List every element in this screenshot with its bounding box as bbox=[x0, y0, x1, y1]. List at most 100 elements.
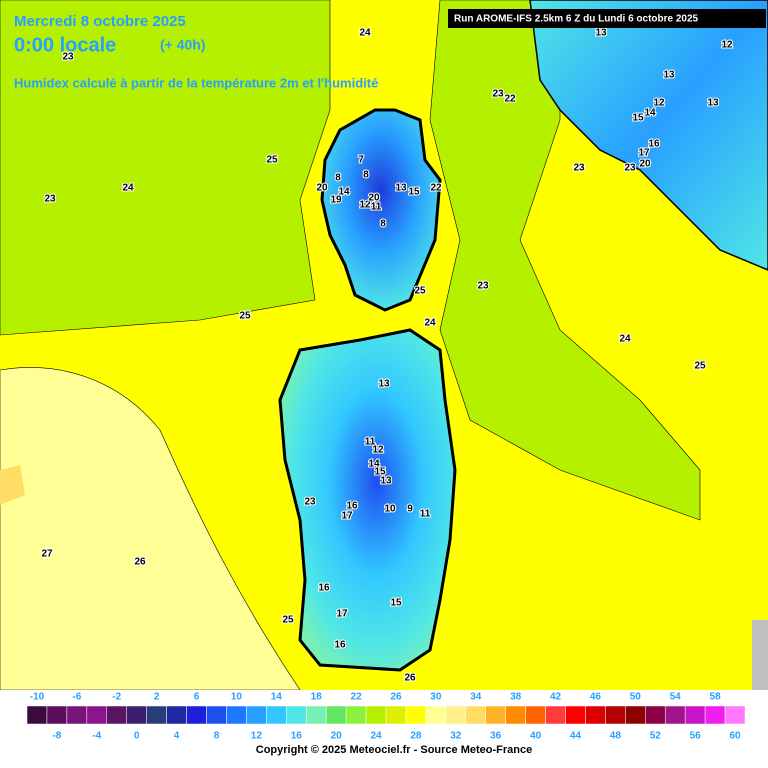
scale-label: -10 bbox=[30, 692, 45, 703]
contour-label: 24 bbox=[424, 318, 436, 329]
run-box bbox=[448, 9, 766, 28]
scale-swatch bbox=[66, 705, 88, 725]
scale-label: 60 bbox=[729, 731, 741, 742]
scale-label: 54 bbox=[670, 692, 682, 703]
contour-label: 11 bbox=[365, 437, 376, 448]
contour-label: 10 bbox=[384, 504, 396, 515]
contour-label: 23 bbox=[477, 281, 489, 292]
contour-label: 12 bbox=[653, 98, 665, 109]
scale-label: 36 bbox=[490, 731, 502, 742]
scale-label: 52 bbox=[650, 731, 662, 742]
contour-label: 25 bbox=[694, 361, 706, 372]
humid-zone bbox=[0, 0, 331, 336]
contour-label: 9 bbox=[407, 504, 413, 515]
contour-label: 16 bbox=[334, 640, 346, 651]
contour-label: 22 bbox=[504, 94, 516, 105]
contour-label: 25 bbox=[266, 155, 278, 166]
scale-label: 24 bbox=[370, 731, 382, 742]
scale-swatch bbox=[565, 705, 586, 725]
contour-label: 8 bbox=[335, 173, 341, 184]
contour-label: 13 bbox=[595, 28, 607, 39]
scale-label: 30 bbox=[430, 692, 442, 703]
contour-label: 17 bbox=[341, 511, 353, 522]
scale-swatch bbox=[106, 705, 127, 725]
scale-swatch bbox=[545, 705, 566, 725]
contour-label: 24 bbox=[122, 183, 134, 194]
contour-label: 15 bbox=[632, 113, 644, 124]
contour-label: 22 bbox=[430, 183, 442, 194]
contour-label: 12 bbox=[372, 445, 384, 456]
scale-swatch bbox=[86, 705, 108, 725]
scale-panel bbox=[0, 690, 768, 768]
time: 0:00 locale bbox=[14, 34, 116, 56]
contour-label: 17 bbox=[336, 609, 348, 620]
scale-swatch bbox=[226, 705, 247, 725]
contour-label: 20 bbox=[639, 159, 651, 170]
contour-label: 15 bbox=[408, 187, 420, 198]
contour-label: 20 bbox=[368, 193, 380, 204]
humid-zone bbox=[429, 0, 701, 521]
land-mask bbox=[752, 620, 768, 700]
scale-label: 10 bbox=[231, 692, 243, 703]
contour-label: 20 bbox=[316, 183, 328, 194]
scale-label: 58 bbox=[710, 692, 722, 703]
lead-time: (+ 40h) bbox=[160, 37, 206, 53]
contour-label: 13 bbox=[378, 379, 390, 390]
sardinia bbox=[278, 328, 457, 672]
contour-label: 26 bbox=[404, 673, 416, 684]
scale-label: 6 bbox=[194, 692, 200, 703]
scale-swatch bbox=[166, 705, 187, 725]
scale-swatch bbox=[146, 705, 167, 725]
scale-swatch bbox=[345, 705, 367, 725]
scale-label: -4 bbox=[92, 731, 101, 742]
corsica bbox=[320, 108, 442, 312]
contour-label: 16 bbox=[318, 583, 330, 594]
scale-swatch bbox=[405, 705, 427, 725]
scale-label: 0 bbox=[134, 731, 140, 742]
contour-label: 16 bbox=[648, 139, 660, 150]
scale-label: 14 bbox=[271, 692, 283, 703]
scale-swatch bbox=[605, 705, 626, 725]
scale-swatch bbox=[505, 705, 526, 725]
scale-label: 28 bbox=[410, 731, 422, 742]
contour-label: 23 bbox=[304, 497, 316, 508]
contour-label: 15 bbox=[374, 467, 386, 478]
scale-swatch bbox=[126, 705, 147, 725]
contour-label: 23 bbox=[492, 89, 504, 100]
contour-label: 13 bbox=[707, 98, 719, 109]
contour-label: 14 bbox=[644, 108, 656, 119]
scale-swatch bbox=[425, 705, 447, 725]
contour-label: 14 bbox=[368, 459, 380, 470]
scale-swatch bbox=[365, 705, 387, 725]
contour-label: 24 bbox=[619, 334, 631, 345]
contour-label: 23 bbox=[624, 163, 636, 174]
scale-label: 4 bbox=[174, 731, 180, 742]
contour-label: 24 bbox=[359, 28, 371, 39]
scale-label: 50 bbox=[630, 692, 642, 703]
contour-label: 23 bbox=[44, 194, 56, 205]
contour-label: 13 bbox=[395, 183, 407, 194]
scale-swatch bbox=[325, 705, 347, 725]
scale-label: 20 bbox=[331, 731, 343, 742]
scale-swatch bbox=[26, 705, 48, 725]
run-info: Run AROME-IFS 2.5km 6 Z du Lundi 6 octob… bbox=[454, 14, 699, 25]
contour-label: 19 bbox=[330, 195, 342, 206]
contour-label: 13 bbox=[663, 70, 675, 81]
scale-swatch bbox=[625, 705, 646, 725]
description: Humidex calculé à partir de la températu… bbox=[14, 75, 378, 90]
scale-swatch bbox=[704, 705, 726, 725]
contour-label: 17 bbox=[638, 148, 650, 159]
scale-label: 16 bbox=[291, 731, 303, 742]
scale-swatch bbox=[445, 705, 467, 725]
contour-label: 16 bbox=[346, 501, 358, 512]
contour-label: 12 bbox=[359, 200, 371, 211]
scale-swatch bbox=[266, 705, 287, 725]
scale-swatch bbox=[186, 705, 207, 725]
scale-label: 22 bbox=[351, 692, 363, 703]
scale-label: 18 bbox=[311, 692, 323, 703]
contour-label: 11 bbox=[371, 202, 382, 213]
scale-swatch bbox=[585, 705, 606, 725]
color-scale: -10-8-6-4-202468101214161820222426283032… bbox=[26, 692, 746, 742]
dry-zone bbox=[0, 367, 301, 691]
